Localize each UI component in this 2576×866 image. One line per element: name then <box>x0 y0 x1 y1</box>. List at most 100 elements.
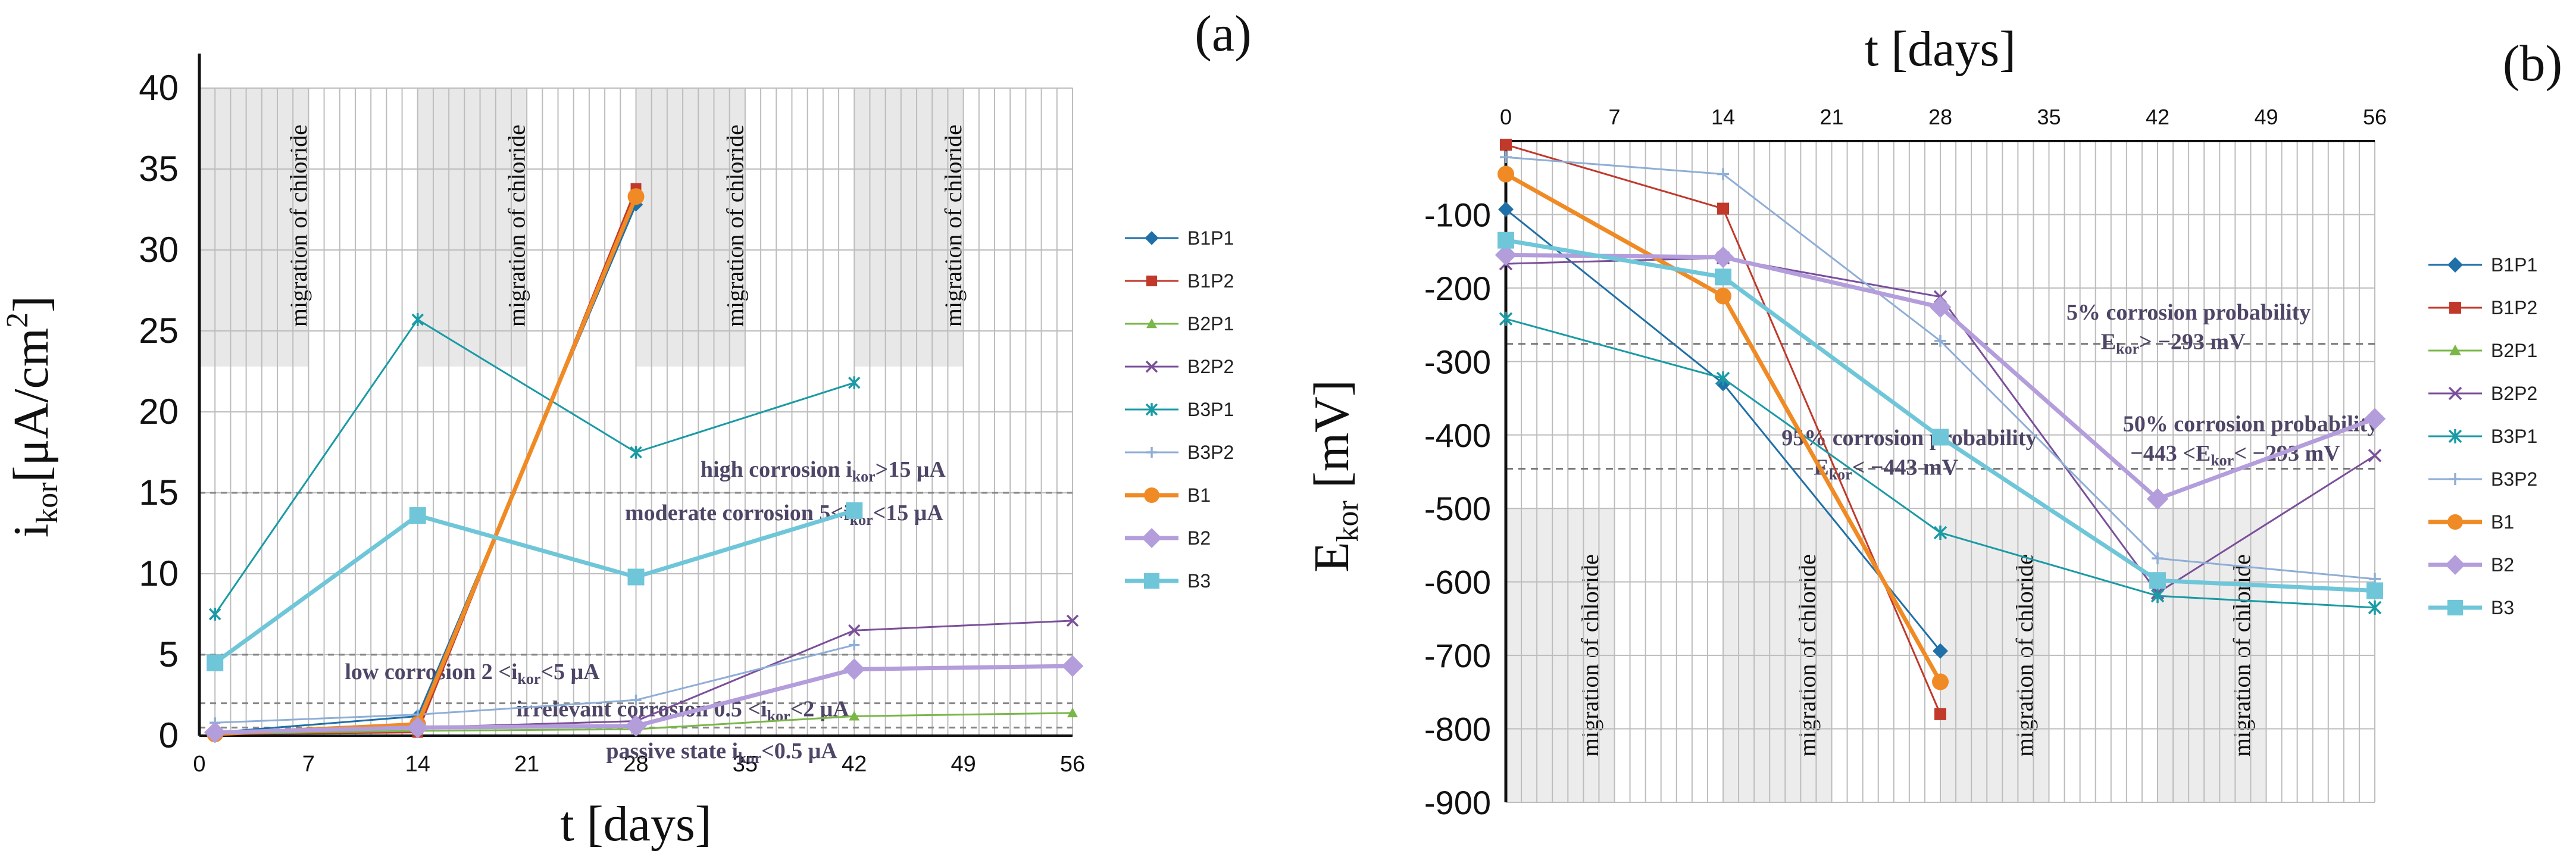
corrosion-level-annotation-sub: kor <box>517 670 540 687</box>
x-tick-label: 14 <box>1711 105 1735 129</box>
corrosion-level-annotation-tail: <0.5 μA <box>761 739 837 764</box>
corrosion-level-annotation-tail: >15 μA <box>876 457 946 482</box>
data-point <box>1715 287 1731 305</box>
corrosion-probability-annotation-sub: kor <box>2211 452 2234 469</box>
corrosion-level-annotation-text: passive state i <box>606 739 738 764</box>
y-tick-label: -300 <box>1424 343 1491 380</box>
y-tick-label: 25 <box>139 311 179 351</box>
corrosion-level-annotation-text: high corrosion i <box>701 457 852 482</box>
x-tick-label: 42 <box>2146 105 2169 129</box>
data-point <box>1715 268 1731 286</box>
corrosion-probability-annotation-tail: < −443 mV <box>1852 455 1959 480</box>
y-tick-label: 35 <box>139 149 179 189</box>
legend-swatch-marker <box>1145 360 1158 373</box>
shaded-period <box>199 88 309 367</box>
data-point <box>1498 232 1514 249</box>
corrosion-probability-annotation-sub: kor <box>2116 340 2139 357</box>
x-tick-label: 49 <box>951 752 976 777</box>
y-tick-label: 15 <box>139 473 179 512</box>
legend-swatch-marker <box>2449 473 2461 485</box>
data-point <box>1934 334 1946 347</box>
legend-swatch-marker <box>1144 573 1159 589</box>
x-tick-label: 0 <box>1500 105 1512 129</box>
data-point <box>2146 487 2169 510</box>
y-tick-label: 0 <box>159 715 179 755</box>
legend-item: B3P2 <box>2428 468 2537 490</box>
data-point <box>1499 311 1513 326</box>
legend-item: B2P1 <box>1125 313 1234 334</box>
x-tick-label: 0 <box>193 752 205 777</box>
data-point <box>208 608 221 621</box>
data-point <box>2150 589 2165 604</box>
corrosion-level-annotation: low corrosion 2 <ikor<5 μA <box>345 659 600 687</box>
shaded-period <box>636 88 745 367</box>
x-tick-label: 35 <box>2037 105 2061 129</box>
legend-label: B3 <box>2491 597 2514 618</box>
data-point <box>846 502 863 519</box>
x-tick-label: 14 <box>405 752 430 777</box>
corrosion-probability-annotation: −443 <Ekor< −293 mV <box>2130 441 2340 469</box>
data-point <box>2366 582 2383 599</box>
legend-item: B3P1 <box>2428 426 2537 447</box>
corrosion-probability-annotation-text: 5% corrosion probability <box>2067 300 2311 325</box>
y-tick-label: 30 <box>139 230 179 270</box>
y-axis-title: ikor[μA/cm2] <box>1 296 64 537</box>
x-tick-label: 21 <box>514 752 539 777</box>
series-line <box>215 644 855 724</box>
series-B3P1 <box>1499 311 2382 615</box>
legend-item: B1 <box>2428 511 2514 533</box>
legend-swatch-marker <box>2449 345 2461 355</box>
data-point <box>1498 201 1514 217</box>
legend-item: B2P2 <box>2428 383 2537 404</box>
legend-label: B2 <box>2491 554 2514 576</box>
shaded-period-label: migration of chloride <box>285 124 312 327</box>
corrosion-probability-annotation: Ekor> −293 mV <box>2101 329 2246 357</box>
data-point <box>1934 708 1946 720</box>
shaded-period-label: migration of chloride <box>504 124 530 327</box>
data-point <box>1932 673 1949 690</box>
data-point <box>2368 449 2382 462</box>
data-point <box>1929 296 1952 318</box>
legend-swatch-marker <box>2447 257 2463 273</box>
corrosion-level-annotation-text: low corrosion 2 <i <box>345 659 517 684</box>
corrosion-probability-annotation: 5% corrosion probability <box>2067 300 2311 325</box>
data-point <box>843 658 865 680</box>
shaded-period <box>417 88 527 367</box>
corrosion-level-annotation-sub: kor <box>852 468 876 485</box>
corrosion-probability-annotation-text: −443 <E <box>2130 441 2211 466</box>
series-B1P2 <box>1500 139 1946 720</box>
data-point <box>1500 151 1512 164</box>
shaded-period-label: migration of chloride <box>940 124 967 327</box>
legend-label: B3 <box>1187 570 1211 592</box>
y-tick-label: 10 <box>139 554 179 593</box>
legend-label: B3P2 <box>2491 468 2537 490</box>
shaded-period <box>854 88 964 367</box>
legend-item: B1P2 <box>1125 270 1234 292</box>
legend-swatch-marker <box>1145 403 1158 416</box>
data-point <box>2364 408 2386 430</box>
legend-label: B2P2 <box>1187 356 1234 377</box>
y-tick-label: -100 <box>1424 196 1491 233</box>
legend-label: B3P1 <box>2491 426 2537 447</box>
data-point <box>849 711 860 721</box>
data-point <box>630 446 642 459</box>
legend-item: B1P1 <box>1125 227 1234 249</box>
y-tick-label: -800 <box>1424 711 1491 748</box>
legend-swatch-marker <box>1146 276 1157 286</box>
legend-swatch-marker <box>2448 429 2462 443</box>
series-B1 <box>1498 165 1949 690</box>
data-point <box>2149 572 2166 589</box>
corrosion-level-annotation-tail: <15 μA <box>873 501 944 526</box>
x-tick-label: 35 <box>733 752 758 777</box>
y-axis-title: Ekor [mV] <box>1304 380 1365 573</box>
data-point <box>630 695 642 706</box>
legend-swatch-marker <box>2449 302 2461 314</box>
y-axis-title-close: ] <box>4 296 59 312</box>
legend-label: B3P1 <box>1187 399 1234 420</box>
legend-swatch-marker <box>1144 487 1159 503</box>
x-tick-label: 56 <box>1060 752 1085 777</box>
series-B2 <box>204 655 1084 743</box>
data-point <box>1067 707 1078 718</box>
legend-item: B2P2 <box>1125 356 1234 377</box>
